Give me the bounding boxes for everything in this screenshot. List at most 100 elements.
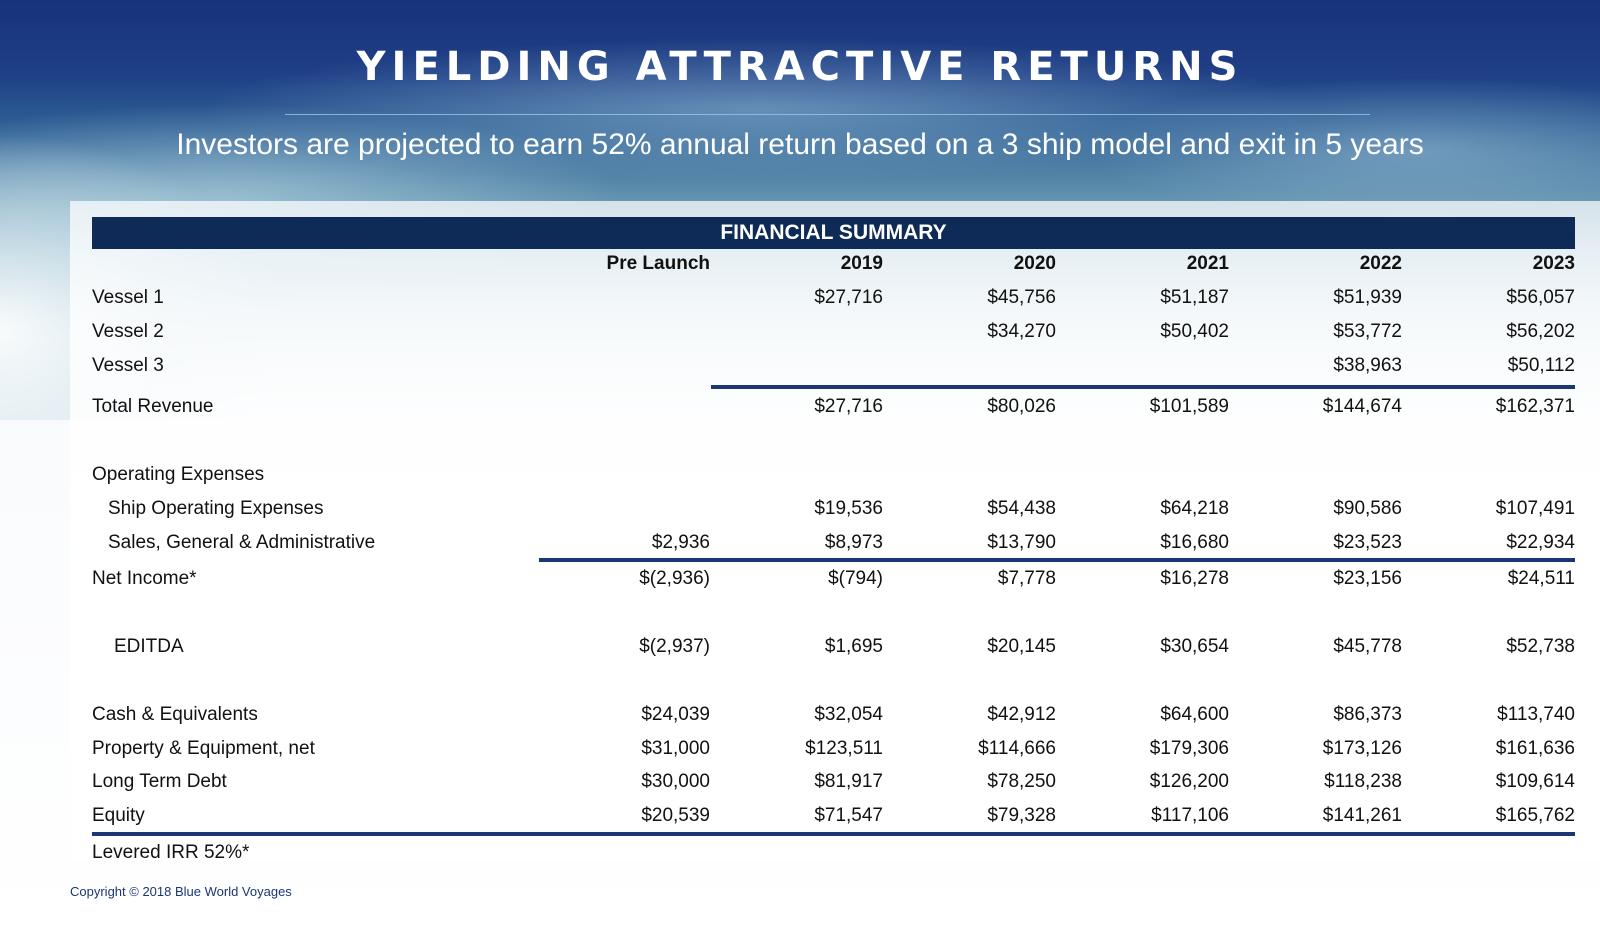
table-cell: $81,917 [814, 771, 883, 792]
table-cell: $2,936 [651, 532, 710, 553]
table-row-net-income: Net Income* $(2,936) $(794) $7,778 $16,2… [92, 562, 1575, 596]
table-row-cash: Cash & Equivalents $24,039 $32,054 $42,9… [92, 698, 1575, 732]
table-cell: $165,762 [1495, 805, 1575, 826]
table-cell: $161,636 [1495, 738, 1575, 759]
table-cell: $162,371 [1495, 396, 1575, 417]
table-row-long-term-debt: Long Term Debt $30,000 $81,917 $78,250 $… [92, 765, 1575, 799]
row-label: Cash & Equivalents [92, 704, 258, 725]
table-cell: $8,973 [824, 532, 883, 553]
table-cell: $34,270 [987, 321, 1056, 342]
table-cell: $109,614 [1495, 771, 1575, 792]
table-cell: $78,250 [987, 771, 1056, 792]
table-cell: $7,778 [997, 568, 1056, 589]
column-header: 2022 [1359, 253, 1402, 274]
table-panel [70, 201, 1600, 861]
row-label: Vessel 3 [92, 355, 164, 376]
row-label: Levered IRR 52%* [92, 842, 250, 863]
table-cell: $22,934 [1506, 532, 1575, 553]
table-cell: $90,586 [1333, 498, 1402, 519]
table-row-vessel-3: Vessel 3 $38,963 $50,112 [92, 349, 1575, 383]
slide-subtitle: Investors are projected to earn 52% annu… [176, 128, 1424, 161]
revenue-total-rule [711, 385, 1575, 389]
table-cell: $16,680 [1160, 532, 1229, 553]
table-cell: $38,963 [1333, 355, 1402, 376]
column-header: 2023 [1532, 253, 1575, 274]
table-cell: $13,790 [987, 532, 1056, 553]
table-row-equity: Equity $20,539 $71,547 $79,328 $117,106 … [92, 799, 1575, 833]
table-cell: $126,200 [1149, 771, 1229, 792]
table-cell: $27,716 [814, 287, 883, 308]
table-cell: $16,278 [1160, 568, 1229, 589]
row-label: Property & Equipment, net [92, 738, 315, 759]
table-cell: $114,666 [978, 738, 1056, 759]
table-cell: $23,523 [1333, 532, 1402, 553]
table-row-total-revenue: Total Revenue $27,716 $80,026 $101,589 $… [92, 390, 1575, 424]
table-cell: $107,491 [1495, 498, 1575, 519]
title-divider [285, 114, 1370, 115]
row-label: Long Term Debt [92, 771, 227, 792]
table-row-operating-expenses: Operating Expenses [92, 458, 1575, 492]
table-cell: $144,674 [1322, 396, 1402, 417]
table-cell: $118,238 [1324, 771, 1402, 792]
table-cell: $71,547 [814, 805, 883, 826]
table-cell: $31,000 [641, 738, 710, 759]
table-row-vessel-1: Vessel 1 $27,716 $45,756 $51,187 $51,939… [92, 281, 1575, 315]
row-label: Total Revenue [92, 396, 214, 417]
table-cell: $52,738 [1506, 636, 1575, 657]
table-cell: $45,778 [1333, 636, 1402, 657]
table-cell: $79,328 [987, 805, 1056, 826]
table-cell: $64,218 [1160, 498, 1229, 519]
equity-bottom-rule [92, 832, 1575, 836]
row-label: Ship Operating Expenses [108, 498, 324, 519]
table-cell: $113,740 [1497, 704, 1575, 725]
column-header-row: Pre Launch 2019 2020 2021 2022 2023 [92, 247, 1575, 281]
table-cell: $173,126 [1322, 738, 1402, 759]
table-heading: FINANCIAL SUMMARY [92, 217, 1575, 249]
table-row-sga: Sales, General & Administrative $2,936 $… [92, 526, 1575, 560]
table-row-editda: EDITDA $(2,937) $1,695 $20,145 $30,654 $… [92, 630, 1575, 664]
row-label: EDITDA [114, 636, 184, 657]
table-cell: $51,939 [1333, 287, 1402, 308]
row-label: Sales, General & Administrative [108, 532, 376, 553]
row-label: Vessel 2 [92, 321, 164, 342]
table-cell: $27,716 [814, 396, 883, 417]
table-cell: $101,589 [1149, 396, 1229, 417]
table-cell: $(2,937) [639, 636, 710, 657]
table-cell: $(794) [828, 568, 883, 589]
table-cell: $45,756 [987, 287, 1056, 308]
table-cell: $141,261 [1322, 805, 1402, 826]
table-cell: $51,187 [1160, 287, 1229, 308]
table-cell: $53,772 [1333, 321, 1402, 342]
table-cell: $30,654 [1160, 636, 1229, 657]
table-cell: $56,057 [1506, 287, 1575, 308]
table-cell: $20,145 [987, 636, 1056, 657]
table-cell: $50,112 [1507, 355, 1575, 376]
table-cell: $86,373 [1333, 704, 1402, 725]
table-cell: $19,536 [814, 498, 883, 519]
net-income-rule [539, 558, 1575, 562]
table-cell: $24,039 [641, 704, 710, 725]
table-cell: $179,306 [1149, 738, 1229, 759]
table-row-vessel-2: Vessel 2 $34,270 $50,402 $53,772 $56,202 [92, 315, 1575, 349]
table-cell: $20,539 [641, 805, 710, 826]
row-label: Vessel 1 [92, 287, 164, 308]
table-row-ship-operating-expenses: Ship Operating Expenses $19,536 $54,438 … [92, 492, 1575, 526]
table-cell: $24,511 [1507, 568, 1575, 589]
table-cell: $117,106 [1151, 805, 1229, 826]
table-cell: $64,600 [1160, 704, 1229, 725]
table-cell: $56,202 [1506, 321, 1575, 342]
column-header: 2020 [1013, 253, 1056, 274]
table-cell: $23,156 [1333, 568, 1402, 589]
table-cell: $1,695 [824, 636, 883, 657]
table-row-property-equipment: Property & Equipment, net $31,000 $123,5… [92, 732, 1575, 766]
table-cell: $123,511 [805, 738, 883, 759]
table-cell: $30,000 [641, 771, 710, 792]
column-header: Pre Launch [606, 253, 710, 274]
table-row-levered-irr: Levered IRR 52%* [92, 836, 1575, 870]
column-header: 2021 [1186, 253, 1229, 274]
copyright-footer: Copyright © 2018 Blue World Voyages [70, 884, 292, 899]
row-label: Operating Expenses [92, 464, 265, 485]
slide-title: YIELDING ATTRACTIVE RETURNS [356, 44, 1244, 90]
table-cell: $32,054 [814, 704, 883, 725]
table-cell: $(2,936) [639, 568, 710, 589]
